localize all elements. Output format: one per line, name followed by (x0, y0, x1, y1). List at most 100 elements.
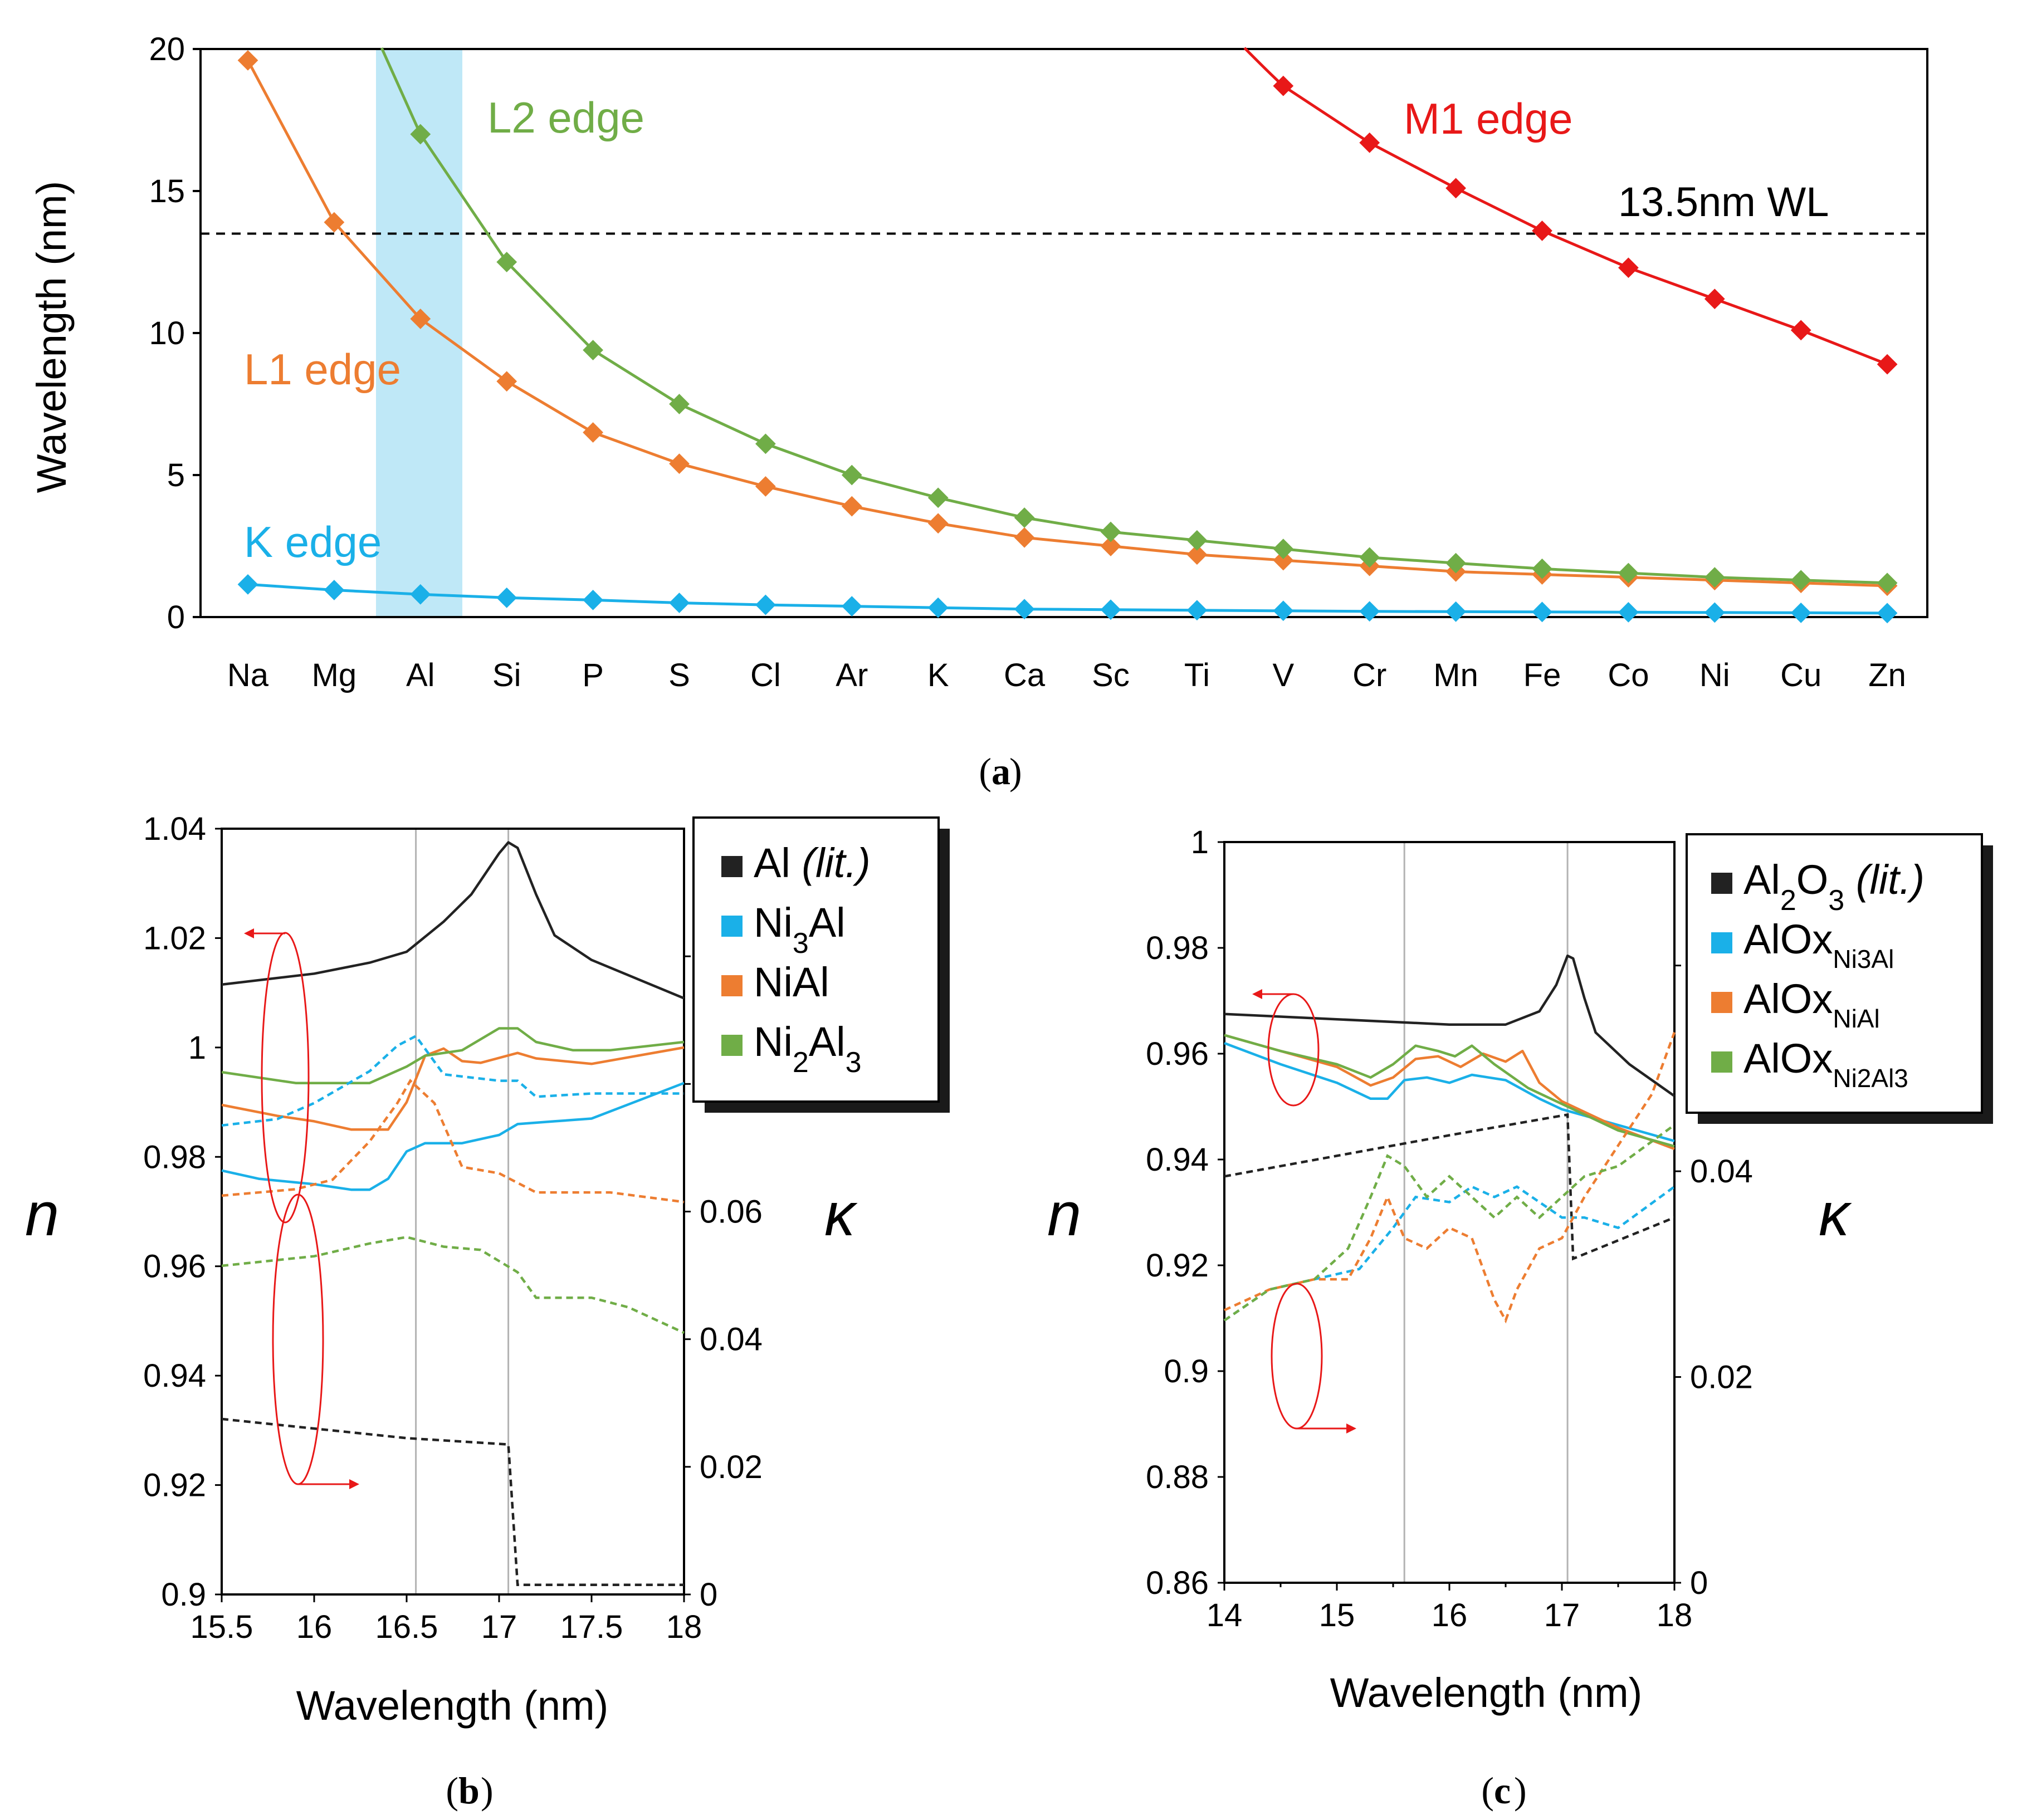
data-point-k-edge (1186, 600, 1208, 621)
legend-swatch (1711, 1051, 1732, 1073)
series-label-k-edge: K edge (244, 517, 382, 566)
legend-label: AlOxNiAl (1743, 976, 1880, 1033)
data-point-k-edge (324, 580, 345, 600)
left-tick-label: 0.9 (161, 1577, 206, 1613)
data-point-l1-edge (1273, 550, 1294, 571)
x-tick-label: 15.5 (191, 1609, 253, 1645)
data-point-l2-edge (1532, 558, 1552, 579)
data-point-l2-edge (1186, 530, 1208, 551)
arrow-left-n-b (244, 928, 254, 938)
svg-text:(: ( (979, 750, 992, 792)
x-tick-label: 18 (666, 1609, 702, 1645)
data-point-m1-edge (1273, 75, 1294, 96)
data-point-l2-edge (927, 487, 949, 508)
data-point-k-edge (669, 593, 690, 613)
legend-label: AlOxNi3Al (1743, 916, 1894, 973)
data-point-l1-edge (755, 476, 776, 497)
left-tick-label: 0.88 (1146, 1459, 1209, 1495)
x-tick-label-a: Mn (1433, 657, 1478, 693)
x-tick-label-a: Si (492, 657, 521, 693)
x-tick-label-a: Sc (1092, 657, 1130, 693)
y-tick-label-a: 10 (149, 315, 185, 351)
left-tick-label: 0.92 (143, 1467, 206, 1504)
data-point-l1-edge (927, 513, 949, 534)
data-point-l1-edge (496, 371, 517, 392)
data-point-k-edge (237, 574, 258, 595)
svg-text:): ) (481, 1769, 494, 1812)
data-point-l2-edge (1273, 539, 1294, 559)
x-tick-label-a: Na (227, 657, 269, 693)
data-point-l2-edge (755, 433, 776, 454)
data-point-l2-edge (1014, 507, 1035, 528)
legend-label: Ni2Al3 (754, 1019, 862, 1079)
x-tick-label-a: Ca (1004, 657, 1046, 693)
y-tick-label-a: 5 (167, 457, 185, 493)
data-point-l2-edge (583, 340, 603, 360)
right-tick-label: 0 (700, 1577, 717, 1613)
svg-text:(: ( (446, 1769, 458, 1812)
legend-swatch (1711, 873, 1732, 894)
series-label-m1-edge: M1 edge (1404, 94, 1573, 143)
data-point-l2-edge (410, 124, 431, 145)
x-tick-label-a: Al (406, 657, 435, 693)
x-axis-title-b: Wavelength (nm) (296, 1682, 609, 1729)
data-point-m1-edge (1877, 354, 1898, 375)
right-tick-label: 0.04 (700, 1322, 763, 1358)
series-label-l1-edge: L1 edge (244, 345, 401, 394)
caption-a: ( a ) (979, 750, 1022, 792)
data-point-k-edge (583, 590, 603, 610)
x-tick-label: 16 (1432, 1597, 1468, 1633)
data-point-l2-edge (841, 464, 862, 486)
series-line-l1-edge (246, 60, 1888, 588)
left-tick-label: 1 (1191, 824, 1209, 860)
data-point-l1-edge (1100, 536, 1121, 556)
data-point-k-edge (1445, 601, 1466, 622)
left-tick-label: 1.04 (143, 811, 206, 847)
data-point-m1-edge (1359, 132, 1380, 153)
legend-label: NiAl (754, 959, 829, 1005)
data-point-m1-edge (1704, 288, 1725, 310)
series-line-k-edge (247, 583, 1888, 615)
annotation-n-group-c (1260, 993, 1320, 1107)
chart-a: 0 5 10 15 20 Na Mg Al Si P S Cl Ar K Ca Sc Ti V Cr Mn Fe Co N… (28, 31, 1928, 792)
svg-text:): ) (1009, 750, 1022, 792)
caption-b: ( b ) (446, 1769, 493, 1812)
caption-letter-b: b (458, 1769, 480, 1812)
data-point-l1-edge (237, 50, 258, 71)
right-tick-label: 0.02 (1690, 1359, 1753, 1396)
legend-swatch (721, 975, 743, 996)
x-tick-label: 17.5 (560, 1609, 623, 1645)
x-axis-title-c: Wavelength (nm) (1330, 1670, 1643, 1716)
data-point-l1-edge (410, 309, 431, 329)
n-curve-nial (221, 1046, 685, 1131)
y-axis-title-a: Wavelength (nm) (28, 181, 75, 493)
x-tick-label-a: Cl (750, 657, 781, 693)
data-point-m1-edge (1790, 320, 1811, 341)
legend-swatch (721, 916, 743, 937)
left-tick-label: 1 (188, 1030, 206, 1066)
x-tick-label-a: Mg (312, 657, 357, 693)
right-tick-label: 0.06 (700, 1194, 763, 1230)
data-point-m1-edge (1445, 178, 1466, 199)
left-tick-label: 0.98 (1146, 930, 1209, 966)
k-curve-al2o3-lit- (1224, 1113, 1675, 1261)
plot-frame-c (1223, 841, 1676, 1584)
legend-swatch (1711, 992, 1732, 1013)
chart-c: 0.860.880.90.920.940.960.981 00.020.040.… (1047, 824, 1993, 1812)
x-tick-label: 15 (1319, 1597, 1355, 1633)
data-point-k-edge (1100, 599, 1121, 620)
data-point-k-edge (1359, 601, 1380, 622)
data-point-k-edge (1704, 602, 1725, 623)
highlight-band-al (376, 49, 462, 617)
k-curve-al-lit- (221, 1417, 684, 1587)
left-tick-label: 0.96 (143, 1249, 206, 1285)
k-curve-aloxnial (1224, 1031, 1676, 1324)
data-point-l1-edge (669, 453, 690, 474)
data-point-l1-edge (841, 496, 862, 517)
n-curve-aloxni2al3 (1224, 1034, 1675, 1148)
k-curve-ni2al3 (221, 1236, 685, 1334)
data-point-k-edge (496, 587, 517, 608)
data-point-l1-edge (324, 212, 345, 233)
